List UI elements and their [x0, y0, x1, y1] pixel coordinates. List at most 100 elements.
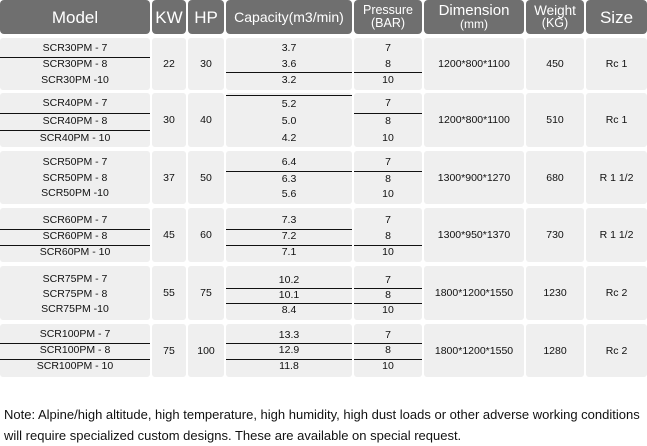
size-value: R 1 1/2 — [599, 229, 634, 241]
header-capacity: Capacity(m3/min) — [226, 0, 352, 34]
model-name: SCR40PM - 10 — [39, 132, 111, 144]
model-group-scr40: SCR40PM - 7 SCR40PM - 8 SCR40PM - 10 30 … — [0, 93, 647, 147]
weight-cell: 450 — [526, 38, 584, 90]
pressure-cell: 7 8 10 — [354, 93, 422, 147]
pressure-value: 7 — [385, 274, 391, 286]
hp-value: 100 — [197, 344, 215, 357]
hp-value: 40 — [200, 114, 212, 126]
weight-value: 1230 — [543, 287, 567, 299]
pressure-value: 10 — [382, 246, 394, 258]
model-group-scr75: SCR75PM - 7 SCR75PM - 8 SCR75PM -10 55 7… — [0, 266, 647, 320]
hp-cell: 100 — [188, 324, 224, 377]
capacity-value: 13.3 — [278, 329, 300, 341]
header-pressure-top: Pressure — [362, 3, 414, 17]
capacity-value: 7.3 — [281, 214, 297, 226]
model-name: SCR50PM - 7 — [42, 156, 108, 168]
model-name: SCR75PM - 8 — [42, 288, 108, 300]
pressure-cell: 7 8 10 — [354, 266, 422, 320]
capacity-value: 6.4 — [281, 156, 297, 168]
model-name: SCR100PM - 7 — [39, 328, 111, 340]
hp-value: 60 — [200, 229, 212, 241]
model-name: SCR40PM - 7 — [42, 97, 108, 109]
dimension-value: 1800*1200*1550 — [434, 287, 514, 299]
dimension-value: 1800*1200*1550 — [434, 344, 514, 357]
size-cell: Rc 1 — [586, 38, 647, 90]
dimension-value: 1200*800*1100 — [438, 58, 510, 70]
capacity-value: 3.6 — [281, 58, 297, 70]
pressure-value: 10 — [382, 74, 394, 86]
pressure-value: 8 — [385, 289, 391, 301]
weight-value: 1280 — [543, 344, 567, 357]
capacity-value: 12.9 — [278, 344, 300, 356]
capacity-cell: 7.3 7.2 7.1 — [226, 208, 352, 262]
capacity-cell: 5.2 5.0 4.2 — [226, 93, 352, 147]
header-dimension-top: Dimension — [438, 2, 510, 19]
model-name: SCR50PM -10 — [41, 187, 109, 199]
hp-value: 75 — [200, 287, 212, 299]
dimension-value: 1300*900*1270 — [437, 171, 511, 184]
model-name: SCR50PM - 8 — [42, 172, 108, 184]
capacity-cell: 10.2 10.1 8.4 — [226, 266, 352, 320]
capacity-value: 11.8 — [279, 360, 299, 372]
model-name: SCR60PM - 10 — [39, 246, 111, 258]
weight-value: 450 — [546, 58, 564, 70]
models-cell: SCR60PM - 7 SCR60PM - 8 SCR60PM - 10 — [0, 208, 150, 262]
model-name: SCR30PM - 7 — [42, 42, 108, 54]
size-value: Rc 2 — [605, 287, 628, 299]
size-cell: Rc 2 — [586, 324, 647, 377]
kw-value: 37 — [163, 171, 175, 184]
capacity-value: 8.4 — [281, 304, 297, 316]
dimension-cell: 1300*950*1370 — [424, 208, 524, 262]
hp-cell: 50 — [188, 151, 224, 204]
capacity-cell: 3.7 3.6 3.2 — [226, 38, 352, 90]
model-name: SCR75PM -10 — [41, 303, 109, 315]
hp-value: 50 — [200, 171, 212, 184]
kw-cell: 75 — [152, 324, 186, 377]
size-value: Rc 1 — [605, 114, 628, 126]
pressure-cell: 7 8 10 — [354, 38, 422, 90]
capacity-value: 7.1 — [281, 246, 297, 258]
header-capacity-label: Capacity(m3/min) — [234, 8, 344, 25]
hp-value: 30 — [200, 58, 212, 70]
model-name: SCR60PM - 7 — [42, 214, 108, 226]
header-weight-bottom: (KG) — [541, 16, 569, 30]
models-cell: SCR75PM - 7 SCR75PM - 8 SCR75PM -10 — [0, 266, 150, 320]
dimension-cell: 1800*1200*1550 — [424, 266, 524, 320]
pressure-value: 7 — [385, 97, 391, 109]
dimension-value: 1300*950*1370 — [437, 229, 511, 241]
hp-cell: 60 — [188, 208, 224, 262]
models-cell: SCR40PM - 7 SCR40PM - 8 SCR40PM - 10 — [0, 93, 150, 147]
header-hp: HP — [188, 0, 224, 34]
weight-value: 730 — [546, 229, 564, 241]
size-cell: R 1 1/2 — [586, 151, 647, 204]
pressure-value: 7 — [385, 156, 391, 168]
size-value: Rc 2 — [605, 344, 628, 357]
kw-cell: 45 — [152, 208, 186, 262]
pressure-value: 8 — [385, 58, 391, 70]
pressure-value: 10 — [382, 132, 394, 144]
kw-value: 75 — [163, 344, 175, 357]
pressure-value: 7 — [385, 214, 391, 226]
header-weight-top: Weight — [534, 3, 576, 18]
model-name: SCR75PM - 7 — [42, 273, 108, 285]
model-name: SCR100PM - 8 — [39, 344, 111, 356]
models-cell: SCR100PM - 7 SCR100PM - 8 SCR100PM - 10 — [0, 324, 150, 377]
model-name: SCR40PM - 8 — [42, 115, 108, 127]
pressure-value: 8 — [385, 115, 391, 127]
weight-cell: 680 — [526, 151, 584, 204]
pressure-value: 10 — [382, 304, 394, 316]
header-dimension-bottom: (mm) — [460, 17, 488, 31]
pressure-cell: 7 8 10 — [354, 208, 422, 262]
dimension-cell: 1200*800*1100 — [424, 38, 524, 90]
kw-cell: 55 — [152, 266, 186, 320]
pressure-value: 8 — [385, 173, 391, 185]
kw-value: 55 — [163, 287, 175, 299]
models-cell: SCR30PM - 7 SCR30PM - 8 SCR30PM -10 — [0, 38, 150, 90]
capacity-value: 5.6 — [281, 188, 297, 200]
dimension-cell: 1300*900*1270 — [424, 151, 524, 204]
pressure-cell: 7 8 10 — [354, 151, 422, 204]
kw-value: 22 — [163, 58, 175, 70]
pressure-value: 8 — [385, 344, 391, 356]
header-pressure: Pressure (BAR) — [354, 0, 422, 34]
size-value: R 1 1/2 — [599, 171, 634, 184]
